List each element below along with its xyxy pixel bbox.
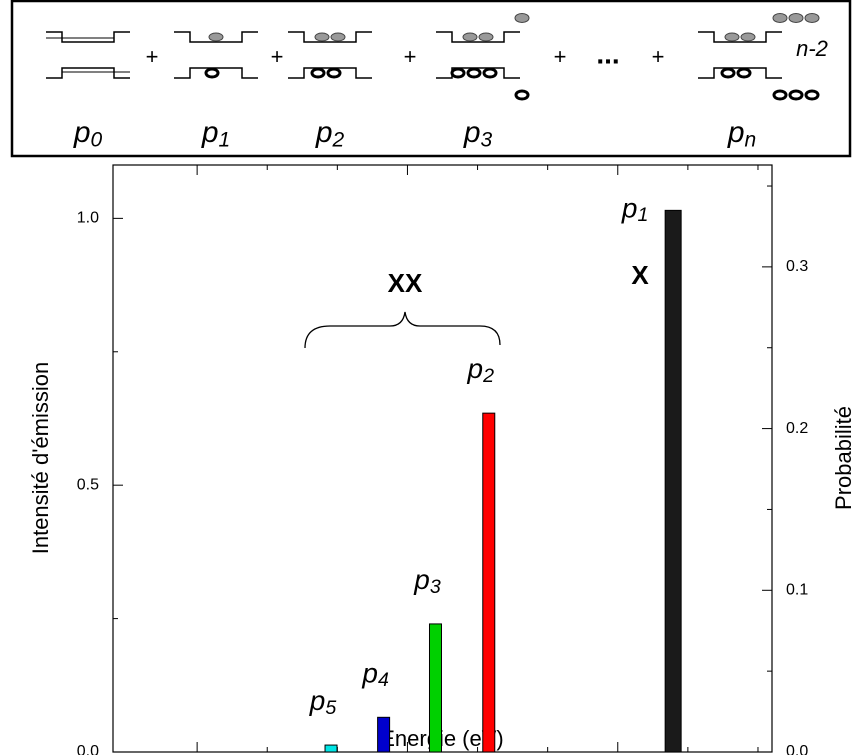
well [436, 67, 520, 79]
plus: + [554, 44, 567, 69]
y2-tick-label: 0.3 [786, 258, 808, 275]
diagram-label-main: p [73, 116, 91, 149]
y-axis-label: Intensité d'émission [28, 362, 53, 555]
hole [720, 67, 736, 79]
bar [324, 744, 338, 753]
bar [428, 623, 442, 753]
bar-label-sub: 1 [637, 204, 648, 226]
bar-label-main: p [621, 193, 638, 224]
diagram-label-sub: 3 [481, 128, 493, 151]
diagram-label: p0 [73, 116, 103, 151]
hole [310, 67, 326, 79]
well [698, 31, 782, 43]
diagram-frame [10, 0, 852, 158]
bar-label: p1 [621, 193, 648, 227]
bar-label-sub: 5 [325, 697, 336, 719]
hole [466, 67, 482, 79]
diagram: p0 p1 p2 p3 pn+ + + + +... n-2 [46, 13, 828, 151]
y-tick-label: 1.0 [77, 210, 99, 227]
electron [208, 32, 224, 42]
hole [804, 89, 820, 101]
bar-label-main: p [467, 354, 484, 385]
electron [314, 32, 330, 42]
well [46, 67, 130, 79]
plus: + [404, 44, 417, 69]
electron [330, 32, 346, 42]
hole [772, 89, 788, 101]
diagram-label-sub: n [745, 128, 757, 151]
diagram-label-main: p [201, 116, 219, 149]
diagram-label: p1 [201, 116, 230, 151]
diagram-label-main: p [315, 116, 333, 149]
plot-frame [112, 164, 773, 753]
hole [204, 67, 220, 79]
well [288, 31, 372, 43]
plus: + [652, 44, 665, 69]
electron [462, 32, 478, 42]
diagram-label-sub: 2 [332, 128, 345, 151]
diagram-label-main: p [463, 116, 481, 149]
well [436, 31, 520, 43]
diagram-label-sub: 0 [91, 128, 103, 151]
bar-label: p3 [413, 564, 441, 598]
electron [478, 32, 494, 42]
bar [377, 716, 391, 753]
hole [326, 67, 342, 79]
ellipsis: ... [596, 38, 619, 69]
electron [724, 32, 740, 42]
y-tick-label: 0.5 [77, 476, 99, 493]
bar-label: p5 [309, 685, 337, 719]
hole [788, 89, 804, 101]
bar-label-sub: 2 [482, 365, 494, 387]
annotation: X [631, 260, 649, 290]
well [174, 31, 258, 43]
diagram-label: pn [727, 116, 756, 151]
plus: + [146, 44, 159, 69]
bar [482, 412, 496, 753]
electron [772, 13, 788, 23]
electron [740, 32, 756, 42]
diagram-label-sub: 1 [219, 128, 231, 151]
well [46, 31, 130, 43]
well [174, 67, 258, 79]
n-label: n-2 [796, 36, 828, 61]
bar-label-sub: 3 [430, 576, 441, 598]
well [698, 67, 782, 79]
y2-tick-label: 0.0 [786, 743, 808, 755]
bar-label-sub: 4 [378, 669, 389, 691]
bar-label-main: p [309, 685, 326, 716]
annotation: XX [388, 268, 423, 298]
electron [788, 13, 804, 23]
plus: + [271, 44, 284, 69]
hole [450, 67, 466, 79]
hole [514, 89, 530, 101]
electron [804, 13, 820, 23]
hole [736, 67, 752, 79]
diagram-label: p2 [315, 116, 345, 151]
bar-label: p2 [467, 354, 495, 388]
bar-label-main: p [413, 564, 430, 595]
y2-tick-label: 0.2 [786, 420, 808, 437]
hole [482, 67, 498, 79]
y2-axis-label: Probabilité [831, 406, 856, 510]
diagram-label: p3 [463, 116, 493, 151]
y2-tick-label: 0.1 [786, 582, 808, 599]
well [288, 67, 372, 79]
brace [304, 311, 501, 349]
diagram-label-main: p [727, 116, 745, 149]
bar-label: p4 [361, 658, 389, 692]
bar-label-main: p [361, 658, 378, 689]
y-tick-label: 0.0 [77, 743, 99, 755]
electron [514, 13, 530, 23]
bar [664, 209, 682, 753]
